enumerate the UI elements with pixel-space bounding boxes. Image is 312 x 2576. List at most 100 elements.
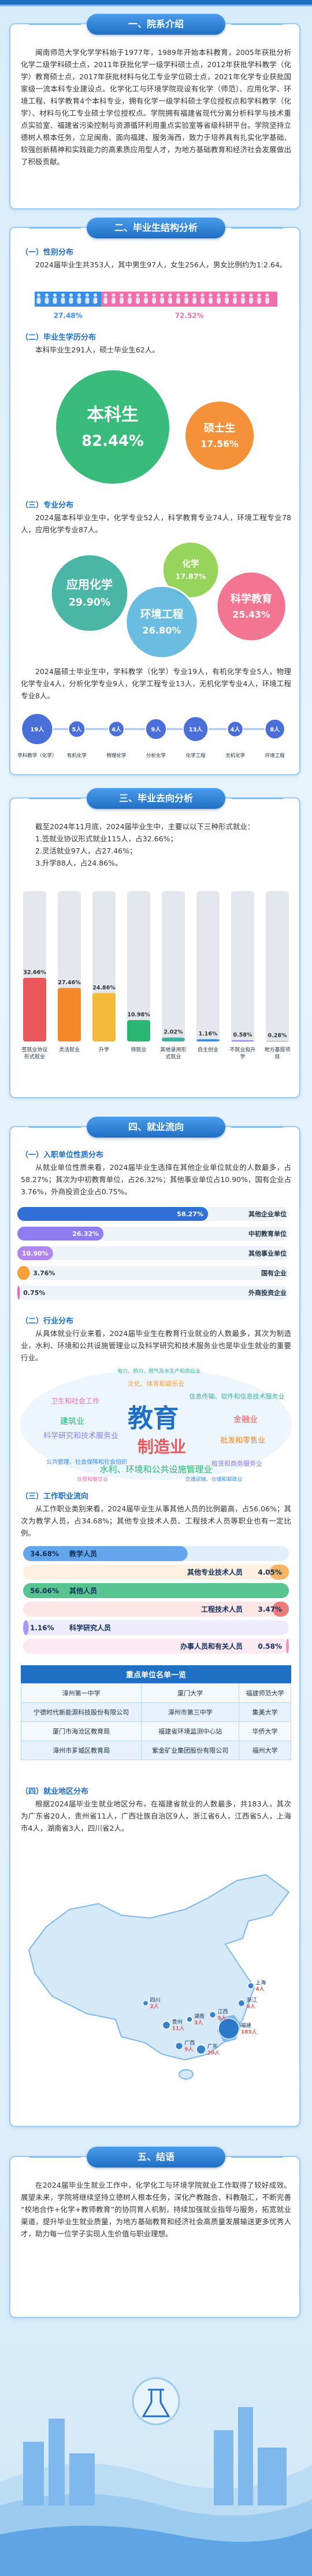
top-decoration bbox=[0, 0, 312, 6]
person-head bbox=[192, 293, 196, 297]
bar bbox=[17, 1227, 104, 1241]
bar bbox=[23, 1583, 289, 1598]
gender-chart: 27.48% 72.52% bbox=[35, 292, 277, 320]
category-label: 工程技术人员 bbox=[201, 1605, 243, 1614]
sub-heading: （三）专业分布 bbox=[21, 501, 74, 510]
cloud-word: 教育 bbox=[128, 1404, 179, 1433]
row-pill bbox=[23, 1620, 289, 1635]
value-label: 17.87% bbox=[176, 572, 206, 581]
table-row: 宁德时代新能源科技股份有限公司 漳州市第三中学 集美大学 bbox=[20, 1702, 291, 1722]
paragraph: 从具体就业行业来看，2024届毕业生在教育行业就业的人数最多，其次为制造业，水利… bbox=[21, 1329, 291, 1362]
value-label: 0.58% bbox=[258, 1643, 282, 1651]
value-label: 56.06% bbox=[30, 1587, 59, 1595]
paragraph: 本科毕业生291人，硕士毕业生62人。 bbox=[35, 345, 159, 354]
value-label: 6人 bbox=[247, 2003, 256, 2010]
person-head bbox=[152, 293, 156, 297]
person-body bbox=[200, 297, 205, 304]
destination-chart: 32.66% 签就业协议形式就业 27.46% 灵活就业 24.86% 升学 10.98% 待… bbox=[21, 891, 291, 1060]
paragraph: 根据2024届毕业生就业地区分布，在福建省就业的人数最多，共183人，其次为广东… bbox=[21, 1799, 291, 1832]
value-label: 0.75% bbox=[23, 1289, 45, 1297]
person-head bbox=[168, 293, 172, 297]
sub-heading: （一）性别分布 bbox=[21, 248, 74, 257]
dot bbox=[226, 720, 244, 738]
bubble bbox=[183, 399, 256, 472]
person-body bbox=[176, 297, 180, 304]
category-label: 化学工程 bbox=[186, 753, 206, 759]
person-body bbox=[257, 297, 261, 304]
cloud-word: 科学研究和技术服务业 bbox=[43, 1431, 118, 1441]
person-body bbox=[135, 297, 140, 304]
category-label: 不就业拟升学 bbox=[229, 1046, 255, 1060]
region-marker bbox=[237, 1999, 246, 2007]
cloud-word: 交通运输、仓储和邮政业 bbox=[185, 1476, 242, 1483]
region-name: 四川 bbox=[150, 1998, 161, 2004]
person-body bbox=[159, 297, 164, 304]
unit-chart: 58.27% 其他企业单位 26.32% 中初教育单位 10.90% 其他事业单位 3.76… bbox=[17, 1207, 289, 1300]
region-marker bbox=[209, 2011, 217, 2019]
category-label: 国有企业 bbox=[261, 1269, 287, 1277]
region-name: 广西 bbox=[184, 2040, 195, 2047]
value-label: 26.32% bbox=[72, 1230, 99, 1238]
person-body bbox=[127, 297, 132, 304]
paragraph: 从工作职业类别来看，2024届毕业生从事其他人员的比例最高，占56.06%；其次… bbox=[21, 1504, 291, 1537]
value-label: 8人 bbox=[270, 726, 280, 733]
cloud-word: 文化、体育和娱乐业 bbox=[128, 1379, 185, 1388]
value-label: 4.05% bbox=[258, 1569, 282, 1577]
value-label: 25.43% bbox=[232, 609, 270, 620]
list-item: 2.灵活就业97人，占27.46%； bbox=[35, 847, 137, 855]
value-label: 27.46% bbox=[58, 980, 81, 986]
dot bbox=[68, 720, 86, 738]
table-cell: 华侨大学 bbox=[239, 1721, 291, 1741]
category-label: 分析化学 bbox=[146, 753, 166, 759]
intro-text: 闽南师范大学化学学科始于1977年，1989年开始本科教育，2005年获批分析化… bbox=[21, 48, 291, 166]
person-body bbox=[216, 297, 221, 304]
bar-track bbox=[266, 891, 289, 1042]
value-label: 2人 bbox=[150, 2003, 159, 2010]
person-body bbox=[151, 297, 156, 304]
bar-track bbox=[17, 1286, 289, 1300]
value-label: 27.48% bbox=[54, 312, 83, 320]
island bbox=[179, 2069, 194, 2080]
paragraph: 2024届硕士毕业生中，学科教学（化学）专业19人，有机化学专业5人，物理化学专… bbox=[21, 667, 291, 700]
bubble-label: 环境工程 bbox=[140, 608, 184, 621]
value-label: 9人 bbox=[184, 2046, 194, 2053]
person-head bbox=[120, 293, 124, 297]
person-body bbox=[53, 297, 57, 304]
bar bbox=[17, 1207, 208, 1221]
bar bbox=[23, 978, 46, 1042]
bar-track bbox=[162, 891, 185, 1042]
person-head bbox=[176, 293, 180, 297]
person-head bbox=[184, 293, 188, 297]
person-body bbox=[240, 297, 245, 304]
major-chart: 化学 17.87% 科学教育 25.43% 环境工程 26.80% 应用化学 29.90% bbox=[50, 540, 287, 659]
person-head bbox=[77, 293, 81, 297]
value-label: 10.90% bbox=[22, 1250, 49, 1257]
section-title: 三、毕业去向分析 bbox=[29, 788, 283, 809]
person-head bbox=[225, 293, 229, 297]
person-body bbox=[224, 297, 229, 304]
bubble bbox=[54, 369, 171, 485]
table-cell: 福州大学 bbox=[239, 1740, 291, 1760]
person-head bbox=[45, 293, 49, 297]
table-cell: 厦门大学 bbox=[141, 1683, 240, 1703]
value-label: 58.27% bbox=[177, 1210, 203, 1218]
value-label: 10.98% bbox=[127, 1012, 150, 1018]
person-head bbox=[37, 293, 40, 297]
footer-decoration bbox=[0, 2377, 312, 2576]
person-head bbox=[69, 293, 73, 297]
sub-heading: （二）毕业生学历分布 bbox=[21, 333, 96, 342]
paragraph-text: 截至2024年11月底，2024届毕业生中，主要以以下三种形式就业： bbox=[35, 822, 255, 831]
dot bbox=[144, 717, 168, 741]
bubble-label: 化学 bbox=[182, 558, 199, 569]
value-label: 34.68% bbox=[30, 1550, 59, 1558]
category-label: 中初教育单位 bbox=[248, 1230, 287, 1238]
bubble-label: 应用化学 bbox=[66, 577, 113, 591]
bar bbox=[286, 1639, 289, 1654]
unit-table: 重点单位名单一览 漳州第一中学 厦门大学 福建师范大学 宁德时代新能源科技股份有限公司… bbox=[20, 1665, 291, 1760]
table-cell: 福建师范大学 bbox=[239, 1683, 291, 1703]
category-label: 自主创业 bbox=[198, 1046, 218, 1053]
value-label: 2.02% bbox=[164, 1029, 183, 1036]
person-head bbox=[265, 293, 269, 297]
